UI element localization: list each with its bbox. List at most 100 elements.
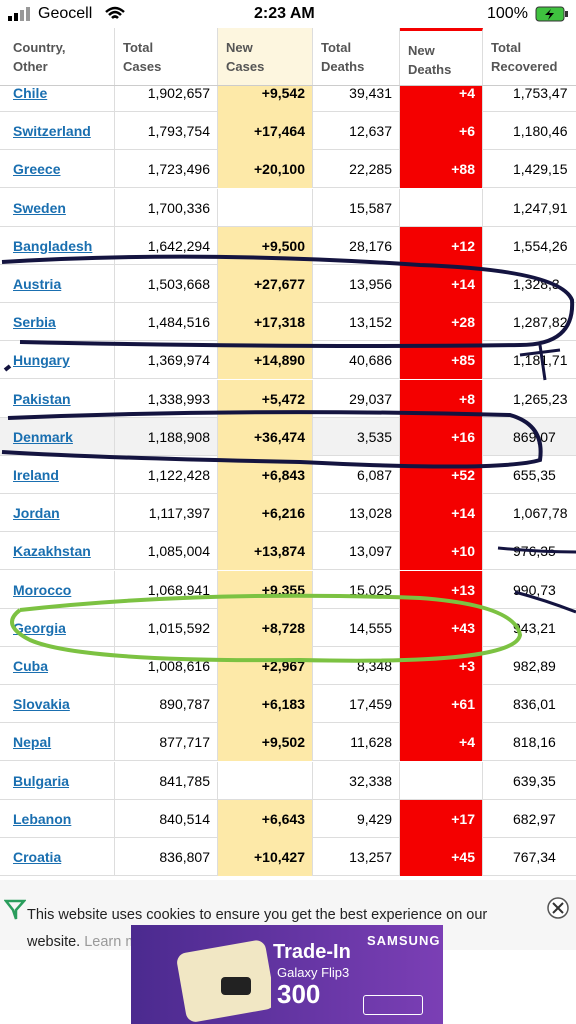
ad-button[interactable]	[363, 995, 423, 1015]
total-cases: 1,338,993	[115, 379, 218, 418]
new-cases: +17,318	[218, 303, 313, 342]
total-deaths: 13,152	[313, 303, 400, 342]
ad-headline: Trade-In	[273, 941, 351, 963]
table-row: Bangladesh 1,642,294 +9,500 28,176 +12 1,554,…	[0, 226, 576, 265]
new-cases	[218, 188, 313, 227]
new-cases: +6,843	[218, 456, 313, 494]
country-link[interactable]: Serbia	[5, 303, 115, 342]
country-link[interactable]: Croatia	[5, 838, 115, 876]
new-deaths: +8	[400, 379, 483, 418]
signal-icon	[8, 7, 30, 21]
total-deaths: 13,097	[313, 532, 400, 571]
new-deaths: +14	[400, 494, 483, 533]
country-link[interactable]: Jordan	[5, 494, 115, 533]
total-cases: 1,700,336	[115, 188, 218, 227]
country-link[interactable]: Chile	[5, 85, 115, 112]
status-bar: Geocell 2:23 AM 100%	[0, 0, 576, 28]
new-cases: +9,500	[218, 226, 313, 265]
country-link[interactable]: Greece	[5, 150, 115, 189]
total-cases: 1,015,592	[115, 608, 218, 647]
new-deaths: +3	[400, 647, 483, 685]
total-recovered: 869,07	[483, 418, 576, 456]
country-link[interactable]: Slovakia	[5, 685, 115, 724]
total-recovered: 836,01	[483, 685, 576, 723]
total-deaths: 32,338	[313, 761, 400, 800]
country-link[interactable]: Hungary	[5, 341, 115, 380]
new-cases: +6,643	[218, 799, 313, 838]
total-deaths: 8,348	[313, 647, 400, 685]
country-link[interactable]: Georgia	[5, 608, 115, 647]
total-deaths: 14,555	[313, 608, 400, 647]
country-link[interactable]: Austria	[5, 265, 115, 303]
new-deaths: +45	[400, 838, 483, 876]
total-deaths: 13,028	[313, 494, 400, 533]
total-cases: 836,807	[115, 838, 218, 876]
new-cases: +2,967	[218, 647, 313, 685]
new-deaths: +43	[400, 608, 483, 647]
total-deaths: 29,037	[313, 379, 400, 418]
country-link[interactable]: Sweden	[5, 188, 115, 227]
country-link[interactable]: Nepal	[5, 723, 115, 762]
new-deaths: +16	[400, 417, 483, 456]
total-cases: 1,117,397	[115, 494, 218, 533]
total-recovered: 1,429,15	[483, 150, 576, 188]
new-cases: +9,355	[218, 570, 313, 609]
total-cases: 841,785	[115, 761, 218, 800]
new-deaths: +13	[400, 570, 483, 609]
column-header: Total Cases	[115, 28, 218, 85]
clock: 2:23 AM	[254, 5, 315, 22]
new-cases: +13,874	[218, 532, 313, 571]
table-row: Sweden 1,700,336 15,587 1,247,91	[0, 188, 576, 227]
country-link[interactable]: Lebanon	[5, 799, 115, 838]
country-link[interactable]: Morocco	[5, 570, 115, 609]
total-deaths: 40,686	[313, 341, 400, 380]
total-cases: 890,787	[115, 685, 218, 724]
advertisement[interactable]: Trade-In Galaxy Flip3 300 SAMSUNG	[131, 925, 443, 1024]
total-recovered: 1,181,71	[483, 341, 576, 379]
new-deaths: +4	[400, 723, 483, 762]
country-link[interactable]: Cuba	[5, 647, 115, 685]
total-cases: 1,188,908	[115, 417, 218, 456]
table-row: Georgia 1,015,592 +8,728 14,555 +43 943,21	[0, 608, 576, 647]
new-deaths: +6	[400, 112, 483, 151]
country-link[interactable]: Bangladesh	[5, 226, 115, 265]
new-cases: +8,728	[218, 608, 313, 647]
new-cases: +17,464	[218, 112, 313, 151]
table-row: Switzerland 1,793,754 +17,464 12,637 +6 1,180…	[0, 112, 576, 151]
table-row: Denmark 1,188,908 +36,474 3,535 +16 869,07	[0, 417, 576, 456]
total-recovered: 976,35	[483, 532, 576, 570]
total-deaths: 15,587	[313, 188, 400, 227]
column-header: Country, Other	[5, 28, 115, 85]
total-deaths: 9,429	[313, 799, 400, 838]
battery-icon	[535, 6, 568, 22]
total-cases: 1,503,668	[115, 265, 218, 303]
country-link[interactable]: Kazakhstan	[5, 532, 115, 571]
country-link[interactable]: Switzerland	[5, 112, 115, 151]
total-deaths: 12,637	[313, 112, 400, 151]
country-link[interactable]: Denmark	[5, 417, 115, 456]
total-recovered: 1,180,46	[483, 112, 576, 150]
table-body: Chile 1,902,657 +9,542 39,431 +4 1,753,47 Swit…	[0, 85, 576, 880]
column-header: Total Deaths	[313, 28, 400, 85]
total-cases: 1,793,754	[115, 112, 218, 151]
total-recovered: 639,35	[483, 762, 576, 800]
total-recovered: 943,21	[483, 609, 576, 647]
country-link[interactable]: Pakistan	[5, 379, 115, 418]
table-row: Serbia 1,484,516 +17,318 13,152 +28 1,287,82	[0, 303, 576, 342]
country-link[interactable]: Bulgaria	[5, 761, 115, 800]
ad-product: Galaxy Flip3	[277, 965, 350, 980]
country-link[interactable]: Ireland	[5, 456, 115, 494]
new-deaths: +61	[400, 685, 483, 724]
table-row: Pakistan 1,338,993 +5,472 29,037 +8 1,265,23	[0, 379, 576, 418]
cookie-text: This website uses cookies to ensure you …	[27, 907, 488, 950]
new-deaths	[400, 761, 483, 800]
table-row: Greece 1,723,496 +20,100 22,285 +88 1,429,15	[0, 150, 576, 189]
total-deaths: 22,285	[313, 150, 400, 189]
total-deaths: 13,257	[313, 838, 400, 876]
new-deaths: +85	[400, 341, 483, 380]
new-deaths: +28	[400, 303, 483, 342]
total-cases: 1,642,294	[115, 226, 218, 265]
carrier: Geocell	[38, 5, 93, 22]
total-recovered: 1,753,47	[483, 85, 576, 112]
close-button[interactable]	[546, 896, 570, 920]
